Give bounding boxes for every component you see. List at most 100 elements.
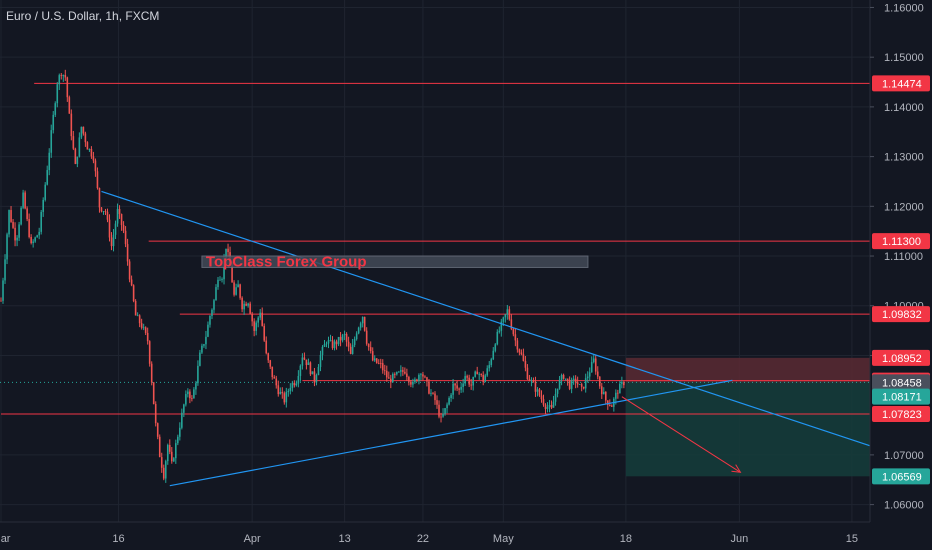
price-tick-label: 1.11000 [884, 251, 923, 263]
candle-body [132, 285, 135, 302]
candle-body [251, 313, 253, 322]
candle-body [253, 321, 255, 331]
candle-body [118, 209, 121, 215]
candle-body [466, 376, 468, 378]
candle-body [263, 325, 266, 341]
candle-body [40, 211, 42, 232]
candle-body [164, 461, 167, 479]
candle-body [394, 373, 396, 375]
candle-body [78, 137, 81, 157]
candle-body [600, 386, 603, 395]
candle-body [4, 259, 6, 281]
candle-body [341, 335, 344, 341]
candle-body [311, 371, 314, 375]
candle-body [134, 301, 137, 316]
candle-body [301, 357, 304, 366]
candle-body [191, 398, 193, 400]
candle-body [333, 341, 336, 349]
candle-body [552, 401, 555, 408]
candle-body [126, 244, 129, 262]
candle-body [337, 336, 340, 345]
candle-body [548, 405, 551, 408]
time-tick-label: Jun [731, 533, 749, 545]
candle-body [560, 374, 563, 380]
candle-body [528, 379, 531, 381]
candle-body [84, 133, 87, 143]
candle-body [470, 384, 472, 386]
candle-body [404, 371, 406, 374]
candle-body [146, 332, 149, 342]
candle-body [18, 224, 20, 238]
candle-body [500, 321, 503, 331]
candle-body [532, 380, 535, 383]
candle-body [277, 385, 280, 395]
candle-body [319, 354, 322, 367]
candle-body [339, 336, 342, 341]
candle-body [494, 344, 497, 351]
candle-body [462, 383, 464, 387]
candle-body [181, 412, 183, 428]
candle-body [512, 328, 515, 335]
candle-body [243, 303, 245, 310]
candle-body [480, 373, 483, 375]
candle-body [594, 358, 597, 372]
candle-body [76, 156, 79, 164]
candle-body [592, 358, 595, 363]
candle-body [249, 303, 251, 314]
symbol-title: Euro / U.S. Dollar, 1h, FXCM [6, 9, 159, 23]
candle-body [566, 378, 569, 381]
candle-body [247, 303, 249, 306]
candle-body [598, 376, 601, 387]
candle-body [213, 300, 215, 310]
candle-body [418, 374, 420, 381]
candle-body [502, 317, 505, 322]
price-badge [872, 349, 930, 366]
candle-body [315, 375, 318, 383]
price-tick-label: 1.07000 [884, 450, 924, 462]
candle-body [369, 347, 372, 352]
candle-body [259, 312, 261, 318]
stop-loss-zone [625, 357, 876, 383]
candle-body [385, 370, 388, 378]
candle-body [156, 423, 159, 437]
candle-body [396, 372, 398, 375]
candle-body [80, 126, 83, 138]
candle-body [518, 349, 521, 353]
candle-body [536, 389, 539, 392]
candle-body [72, 136, 75, 149]
price-badge-label: 1.06569 [882, 471, 922, 483]
candle-body [353, 339, 356, 345]
candle-body [265, 340, 268, 354]
candle-body [42, 199, 44, 212]
time-tick-label: May [493, 533, 514, 545]
time-tick-label: 22 [417, 533, 429, 545]
price-badge-label: 1.08171 [882, 392, 922, 404]
candle-body [456, 385, 458, 389]
candle-body [50, 130, 53, 153]
candle-body [136, 315, 139, 317]
price-tick-label: 1.12000 [884, 201, 924, 213]
candle-body [474, 371, 476, 377]
candle-body [195, 383, 197, 390]
candle-body [522, 354, 525, 361]
candle-body [454, 383, 456, 386]
time-tick-label: 15 [846, 533, 858, 545]
candle-body [183, 404, 185, 413]
candle-body [261, 312, 264, 326]
candle-body [371, 351, 374, 361]
candle-body [542, 399, 545, 405]
candle-body [476, 371, 478, 375]
candle-body [331, 340, 334, 349]
candle-body [504, 314, 507, 318]
candle-body [207, 324, 209, 337]
candle-body [444, 408, 446, 414]
candle-body [520, 352, 523, 355]
candle-body [28, 219, 30, 238]
candle-body [510, 319, 513, 329]
candle-body [392, 373, 394, 383]
candle-body [383, 370, 386, 372]
candle-body [168, 445, 171, 452]
candle-body [546, 407, 549, 410]
